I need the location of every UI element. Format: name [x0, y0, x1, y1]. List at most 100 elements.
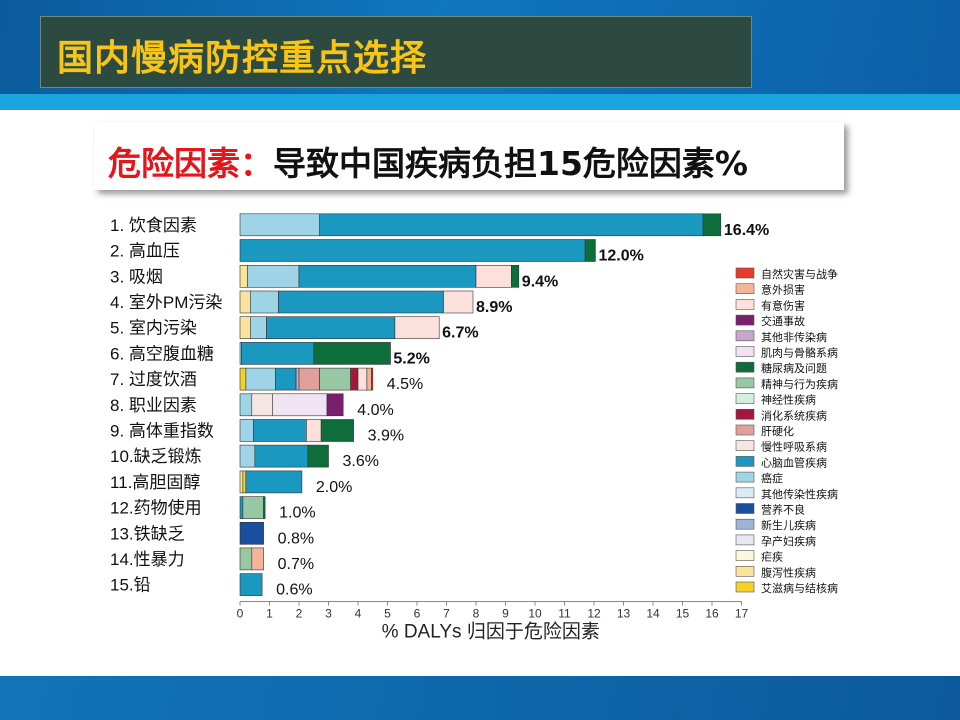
- category-label: 14.性暴力: [110, 550, 185, 569]
- bar-segment-cardio: [254, 444, 309, 468]
- legend-label: 心脑血管疾病: [761, 455, 827, 469]
- bar-segment-hiv_tb: [242, 470, 247, 494]
- legend-swatch: [735, 581, 755, 593]
- x-tick-label: 0: [237, 607, 244, 621]
- legend-swatch: [735, 377, 755, 389]
- legend-label: 肝硬化: [761, 424, 794, 438]
- bar-total-label: 12.0%: [599, 248, 644, 265]
- legend-label: 肌肉与骨骼系病: [761, 346, 838, 360]
- category-label: 9. 高体重指数: [110, 421, 214, 440]
- category-label: 10.缺乏锻炼: [110, 447, 202, 466]
- legend-label: 意外损害: [761, 283, 805, 297]
- x-tick-label: 16: [705, 607, 719, 621]
- bar-segment-intentional: [306, 419, 322, 442]
- legend-swatch: [735, 330, 755, 342]
- x-axis-label: % DALYs 归因于危险因素: [382, 621, 600, 643]
- bar-segment-disaster: [370, 367, 374, 391]
- category-label: 6. 高空腹血糖: [110, 344, 214, 363]
- legend-label: 新生儿疾病: [761, 518, 816, 532]
- legend-swatch: [735, 534, 755, 546]
- x-tick-label: 10: [528, 607, 542, 621]
- legend-label: 疟疾: [761, 550, 783, 564]
- bar-total-label: 1.0%: [279, 505, 315, 522]
- legend-label: 孕产妇疾病: [761, 534, 816, 548]
- bar-segment-other_ncd: [295, 367, 300, 391]
- bar-segment-cancer: [239, 419, 254, 442]
- bar-total-label: 0.7%: [278, 556, 314, 573]
- bar-total-label: 0.8%: [278, 530, 314, 547]
- bar-total-label: 9.4%: [522, 273, 558, 290]
- bar-segment-cardio: [253, 419, 307, 442]
- x-tick-label: 2: [296, 607, 303, 621]
- bar-segment-diarrhea: [239, 264, 248, 288]
- bar-segment-intentional: [357, 367, 368, 391]
- bar-segment-cirrhosis: [298, 367, 320, 391]
- bar-segment-cancer: [239, 393, 253, 417]
- legend-label: 慢性呼吸系病: [761, 440, 827, 454]
- bar-segment-traffic: [326, 393, 344, 417]
- x-tick-label: 17: [735, 607, 749, 621]
- bar-segment-diarrhea: [239, 316, 251, 340]
- legend-label: 消化系统疾病: [761, 408, 827, 422]
- bar-segment-mental: [239, 547, 253, 571]
- bar-total-label: 4.0%: [357, 402, 393, 419]
- bar-total-label: 2.0%: [316, 479, 352, 496]
- legend-swatch: [735, 283, 755, 295]
- slide-title: 国内慢病防控重点选择: [57, 38, 428, 79]
- bar-segment-intentional: [475, 264, 512, 288]
- bar-segment-cardio: [275, 367, 297, 391]
- x-tick-label: 14: [646, 607, 660, 621]
- bar-segment-hiv_tb: [239, 367, 247, 391]
- legend-swatch: [735, 550, 755, 561]
- legend-label: 癌症: [761, 471, 783, 485]
- bar-segment-diabetes: [307, 444, 329, 468]
- legend-swatch: [735, 361, 755, 373]
- bar-total-label: 3.9%: [368, 427, 404, 444]
- bar-segment-diabetes: [511, 264, 520, 288]
- legend-swatch: [735, 518, 755, 530]
- bar-segment-cancer: [250, 316, 267, 340]
- legend-label: 精神与行为疾病: [761, 377, 838, 391]
- category-label: 3. 吸烟: [110, 267, 163, 286]
- bar-total-label: 8.9%: [476, 299, 512, 316]
- bar-segment-cardio: [298, 264, 477, 288]
- x-tick-label: 12: [587, 607, 601, 621]
- legend-swatch: [735, 440, 755, 452]
- bar-total-label: 0.6%: [276, 582, 312, 599]
- category-label: 12.药物使用: [110, 498, 202, 518]
- legend-label: 交通事故: [761, 314, 805, 328]
- legend-swatch: [735, 393, 755, 404]
- subtitle: 危险因素：导致中国疾病负担15危险因素%: [108, 137, 748, 185]
- x-tick-label: 1: [266, 607, 273, 621]
- bar-segment-cardio: [266, 316, 396, 340]
- subtitle-red-part: 危险因素：: [108, 144, 273, 183]
- legend-swatch: [735, 565, 755, 577]
- header-stripe: [0, 94, 960, 110]
- legend-swatch: [735, 487, 755, 499]
- bar-segment-cancer: [250, 290, 279, 314]
- legend-swatch: [735, 346, 755, 357]
- legend-label: 艾滋病与结核病: [761, 581, 838, 595]
- bar-segment-cancer: [239, 213, 320, 237]
- legend-swatch: [735, 424, 755, 436]
- x-tick-label: 3: [325, 607, 332, 621]
- bar-segment-cardio: [239, 496, 244, 519]
- legend-label: 糖尿病及问题: [761, 361, 827, 375]
- bar-segment-unintentional: [251, 547, 264, 571]
- category-label: 7. 过度饮酒: [110, 370, 197, 389]
- legend-label: 腹泻性疾病: [761, 565, 816, 579]
- bar-segment-diabetes: [320, 419, 354, 442]
- bar-segment-unintentional: [366, 367, 372, 391]
- bar-segment-cardio: [278, 290, 444, 314]
- subtitle-banner: 危险因素：导致中国疾病负担15危险因素%: [94, 122, 844, 190]
- x-tick-label: 4: [355, 607, 362, 621]
- legend-label: 其他非传染病: [761, 330, 827, 344]
- legend-label: 自然灾害与战争: [761, 267, 838, 281]
- legend-label: 神经性疾病: [761, 393, 816, 407]
- bar-total-label: 16.4%: [724, 222, 769, 239]
- bar-total-label: 6.7%: [442, 325, 478, 342]
- legend-swatch: [735, 471, 755, 483]
- category-label: 1. 饮食因素: [110, 216, 197, 235]
- slide-title-box: 国内慢病防控重点选择: [40, 16, 752, 88]
- bar-segment-intentional: [394, 316, 440, 340]
